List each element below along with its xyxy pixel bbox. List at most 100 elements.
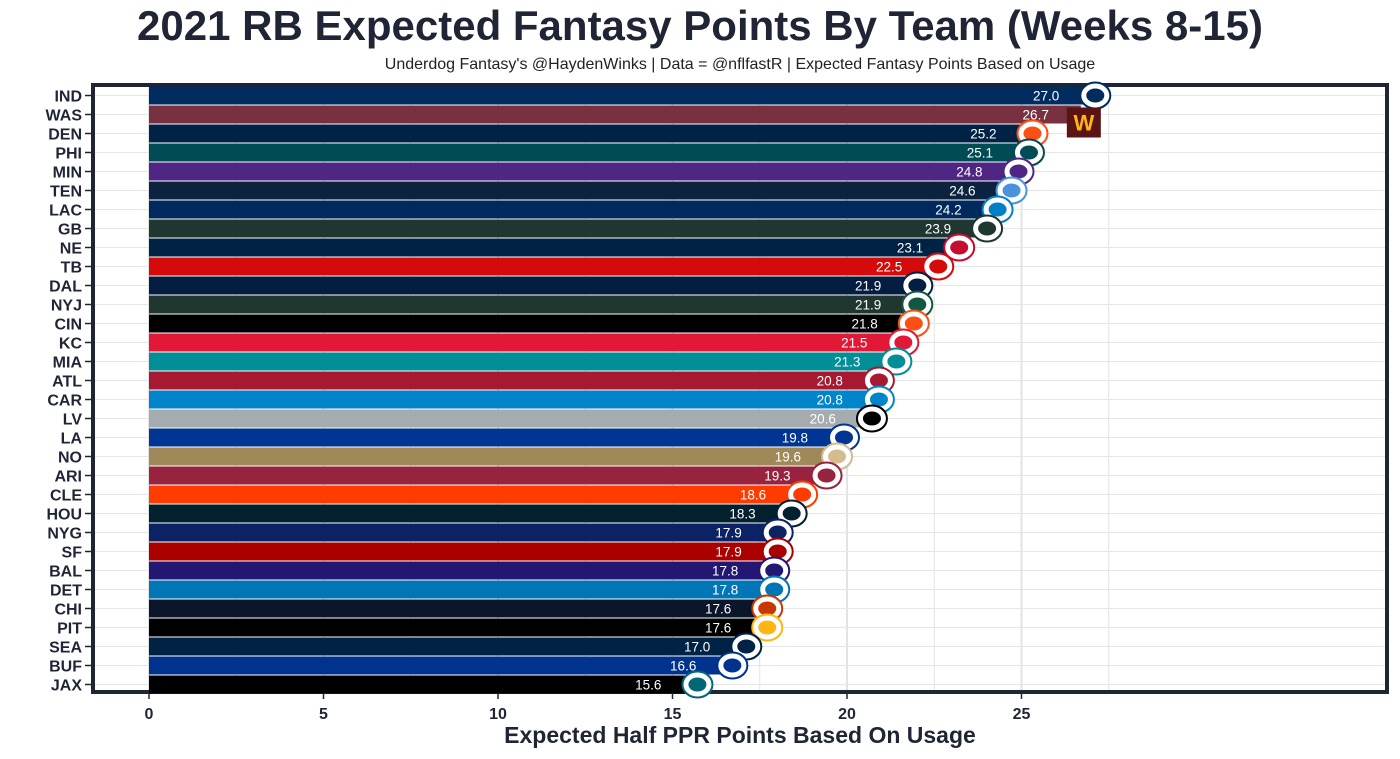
data-label-nyg: 17.9: [715, 526, 741, 541]
x-axis-ticks: 0 5 10 15 20 25: [145, 693, 1031, 723]
data-label-den: 25.2: [970, 127, 996, 142]
y-tick-label-cle: CLE: [50, 488, 82, 505]
y-tick-label-atl: ATL: [52, 374, 82, 391]
x-tick-label: 5: [319, 706, 328, 723]
y-tick-label-no: NO: [58, 450, 82, 467]
bar-phi: [149, 143, 1025, 162]
y-tick-label-gb: GB: [58, 222, 82, 239]
team-logos-group: W: [681, 81, 1112, 699]
dolphins-logo-icon: [880, 347, 913, 376]
x-tick-label: 25: [1013, 706, 1031, 723]
bar-hou: [149, 504, 788, 523]
bar-la: [149, 428, 841, 447]
bar-pit: [149, 618, 764, 637]
bar-ten: [149, 181, 1008, 200]
data-label-ne: 23.1: [897, 241, 923, 256]
x-tick-label: 0: [145, 706, 154, 723]
bar-ind: [149, 86, 1092, 105]
jaguars-logo-icon: [681, 670, 714, 699]
bar-det: [149, 580, 771, 599]
y-tick-label-tb: TB: [61, 260, 82, 277]
y-tick-label-min: MIN: [53, 165, 82, 182]
bar-nyg: [149, 523, 774, 542]
data-label-det: 17.8: [712, 583, 738, 598]
y-tick-label-cin: CIN: [54, 317, 82, 334]
bar-labels-group: 27.0 26.7 25.2 25.1 24.8 24.6 24.2 23.923.1 22.5…: [635, 89, 1059, 693]
bars-group: [149, 86, 1092, 694]
y-tick-label-nyg: NYG: [47, 526, 82, 543]
bar-gb: [149, 219, 984, 238]
y-tick-label-det: DET: [50, 583, 82, 600]
data-label-pit: 17.6: [705, 621, 731, 636]
bar-kc: [149, 333, 900, 352]
y-tick-label-hou: HOU: [46, 507, 82, 524]
bar-bal: [149, 561, 771, 580]
data-label-mia: 21.3: [834, 355, 860, 370]
bar-tb: [149, 257, 935, 276]
data-label-sea: 17.0: [684, 640, 710, 655]
buccaneers-logo-icon: [922, 252, 955, 281]
y-tick-label-ne: NE: [60, 241, 83, 258]
data-label-was: 26.7: [1023, 108, 1049, 123]
data-label-lac: 24.2: [935, 203, 961, 218]
chart-title: 2021 RB Expected Fantasy Points By Team …: [137, 2, 1263, 49]
bar-lac: [149, 200, 994, 219]
bar-buf: [149, 656, 729, 675]
y-tick-label-jax: JAX: [51, 678, 82, 695]
y-tick-label-buf: BUF: [49, 659, 82, 676]
y-tick-label-phi: PHI: [55, 146, 82, 163]
bar-sea: [149, 637, 743, 656]
y-tick-label-dal: DAL: [49, 279, 82, 296]
packers-logo-icon: [971, 214, 1004, 243]
cardinals-logo-icon: [810, 461, 843, 490]
y-tick-label-ari: ARI: [54, 469, 82, 486]
bar-car: [149, 390, 875, 409]
data-label-car: 20.8: [817, 393, 843, 408]
x-tick-label: 15: [664, 706, 682, 723]
data-label-jax: 15.6: [635, 678, 661, 693]
data-label-cle: 18.6: [740, 488, 766, 503]
y-tick-label-kc: KC: [59, 336, 83, 353]
y-tick-label-bal: BAL: [49, 564, 82, 581]
x-tick-label: 20: [838, 706, 856, 723]
bar-den: [149, 124, 1029, 143]
bar-jax: [149, 675, 694, 694]
y-tick-label-sf: SF: [62, 545, 83, 562]
x-tick-label: 10: [489, 706, 507, 723]
bar-no: [149, 447, 834, 466]
data-label-nyj: 21.9: [855, 298, 881, 313]
data-label-sf: 17.9: [715, 545, 741, 560]
bar-ne: [149, 238, 956, 257]
data-label-min: 24.8: [956, 165, 982, 180]
y-tick-label-sea: SEA: [49, 640, 82, 657]
y-tick-label-car: CAR: [47, 393, 82, 410]
ravens-logo-icon: [758, 556, 791, 585]
y-tick-label-la: LA: [61, 431, 83, 448]
x-axis-label: Expected Half PPR Points Based On Usage: [504, 722, 976, 748]
data-label-phi: 25.1: [967, 146, 993, 161]
colts-logo-icon: [1079, 81, 1112, 110]
y-axis-ticks: IND WAS DEN PHI MIN TEN LAC GB NE TB DAL NYJ CIN KC MI…: [46, 89, 92, 695]
y-tick-label-nyj: NYJ: [51, 298, 82, 315]
y-tick-label-lv: LV: [63, 412, 83, 429]
bar-nyj: [149, 295, 914, 314]
data-label-hou: 18.3: [729, 507, 755, 522]
patriots-logo-icon: [943, 233, 976, 262]
data-label-cin: 21.8: [852, 317, 878, 332]
y-tick-label-den: DEN: [48, 127, 82, 144]
y-tick-label-ten: TEN: [50, 184, 82, 201]
data-label-no: 19.6: [775, 450, 801, 465]
data-label-kc: 21.5: [841, 336, 867, 351]
y-tick-label-ind: IND: [54, 89, 82, 106]
y-tick-label-was: WAS: [46, 108, 83, 125]
bar-sf: [149, 542, 774, 561]
bears-logo-icon: [751, 594, 784, 623]
bills-logo-icon: [716, 651, 749, 680]
bar-was: [149, 105, 1081, 124]
commanders-logo-icon: W: [1066, 107, 1101, 138]
steelers-logo-icon: [751, 613, 784, 642]
data-label-ind: 27.0: [1033, 89, 1059, 104]
bar-atl: [149, 371, 875, 390]
svg-text:W: W: [1073, 111, 1094, 136]
data-label-buf: 16.6: [670, 659, 696, 674]
